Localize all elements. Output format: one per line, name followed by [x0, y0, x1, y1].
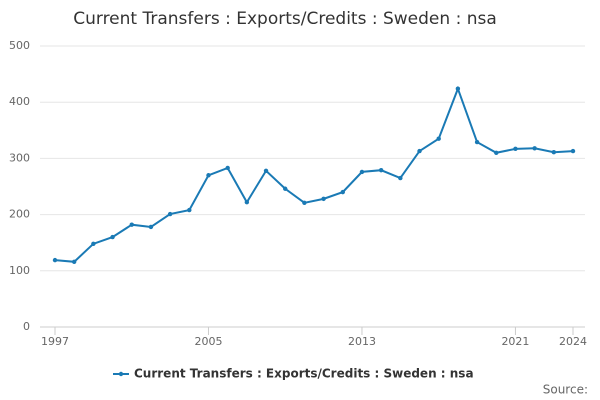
point: [91, 241, 96, 247]
y-tick-label: 100: [9, 264, 30, 277]
chart-title: Current Transfers : Exports/Credits : Sw…: [73, 9, 497, 29]
line: [54, 85, 574, 263]
source: Source:: [543, 383, 588, 397]
point: [302, 200, 307, 205]
point: [532, 146, 537, 151]
point: [436, 136, 441, 141]
point: [283, 186, 288, 191]
point: [129, 222, 134, 227]
x-tick-label: 1997: [41, 335, 69, 348]
y-tick-label: 200: [9, 208, 30, 221]
point: [263, 168, 269, 173]
point: [167, 211, 173, 217]
point: [551, 150, 557, 155]
x-tick-label: 2013: [348, 335, 376, 348]
point: [110, 234, 115, 240]
point: [417, 148, 422, 154]
point: [71, 259, 77, 265]
x-tick-label: 2024: [559, 335, 587, 348]
y-tick-label: 500: [9, 39, 30, 52]
legend-marker: [118, 371, 124, 377]
point: [494, 150, 499, 155]
y-tick-label: 0: [23, 320, 30, 333]
point: [52, 257, 58, 263]
point: [398, 175, 403, 181]
point: [148, 224, 154, 230]
x-tick-label: 2005: [194, 335, 222, 348]
point: [378, 168, 384, 173]
point: [206, 173, 211, 178]
y-tick-label: 400: [9, 95, 30, 108]
point: [359, 169, 365, 175]
point: [187, 207, 192, 213]
point: [455, 86, 461, 91]
point: [570, 148, 576, 154]
x-tick-label: 2021: [501, 335, 529, 348]
point: [513, 146, 518, 152]
point: [244, 200, 250, 205]
point: [474, 139, 480, 145]
point: [321, 196, 326, 202]
y-tick-label: 300: [9, 151, 30, 164]
point: [340, 189, 345, 195]
legend-label: Current Transfers : Exports/Credits : Sw…: [134, 367, 474, 381]
point: [225, 165, 230, 171]
